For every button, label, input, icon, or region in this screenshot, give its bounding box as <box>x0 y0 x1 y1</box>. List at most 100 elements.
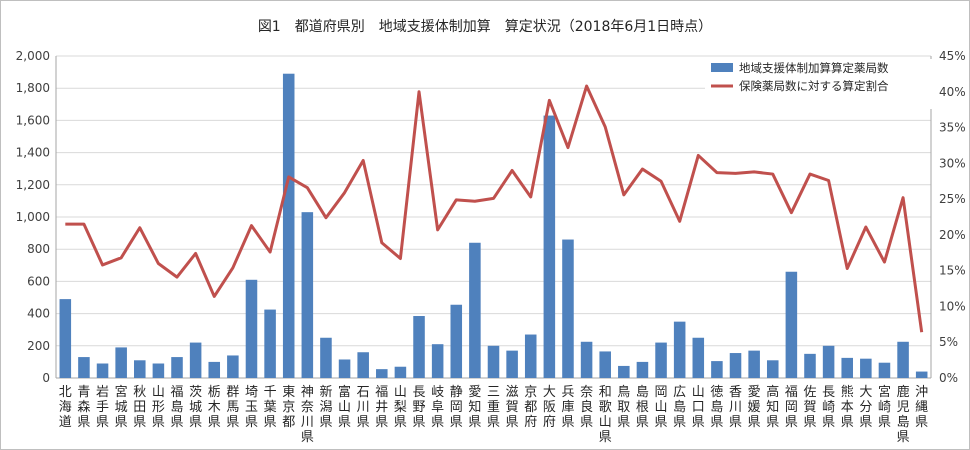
category-label: 栃木県 <box>208 385 221 430</box>
category-label: 熊本県 <box>841 384 854 430</box>
category-label: 福井県 <box>375 385 388 430</box>
bar <box>636 361 649 378</box>
legend-box <box>705 59 937 109</box>
right-tick-label: 30% <box>939 156 966 170</box>
category-label: 秋田県 <box>133 385 146 430</box>
category-label: 山形県 <box>152 385 165 430</box>
bar <box>338 359 351 378</box>
category-label: 鹿児島県 <box>897 384 910 445</box>
bar <box>915 371 928 378</box>
bar <box>282 73 295 379</box>
bar <box>78 357 90 378</box>
category-label: 長崎県 <box>822 385 835 430</box>
category-label: 大分県 <box>859 385 872 430</box>
bar <box>897 341 909 378</box>
left-tick-label: 600 <box>27 274 50 288</box>
chart-title: 図1 都道府県別 地域支援体制加算 算定状況（2018年6月1日時点） <box>258 19 712 35</box>
bar <box>264 309 276 378</box>
bar <box>804 353 816 378</box>
bar <box>562 239 574 378</box>
category-label: 三重県 <box>487 385 500 430</box>
category-label: 山口県 <box>692 385 705 430</box>
right-tick-label: 25% <box>939 192 966 206</box>
category-label: 群馬県 <box>226 385 239 430</box>
category-label: 愛媛県 <box>748 385 761 430</box>
left-tick-label: 1,600 <box>16 113 50 127</box>
right-tick-label: 10% <box>939 299 966 313</box>
category-label: 神奈川県 <box>301 385 314 445</box>
left-tick-label: 1,400 <box>16 146 50 160</box>
bar <box>96 363 109 378</box>
bar <box>469 242 481 378</box>
legend-bar-swatch <box>711 63 733 72</box>
category-label: 宮城県 <box>115 384 128 430</box>
bar <box>766 360 779 378</box>
category-label: 高知県 <box>766 384 779 430</box>
bar <box>134 360 146 378</box>
category-label: 岡山県 <box>655 385 668 430</box>
legend-line-label: 保険薬局数に対する算定割合 <box>739 79 889 93</box>
category-label: 滋賀県 <box>506 385 519 430</box>
left-tick-label: 0 <box>42 371 50 385</box>
bar <box>450 304 463 378</box>
bar <box>208 361 221 378</box>
bar <box>394 366 407 378</box>
left-tick-label: 200 <box>27 339 50 353</box>
category-label: 長野県 <box>413 385 426 430</box>
category-label: 福島県 <box>171 385 184 430</box>
category-labels: 北海道青森県岩手県宮城県秋田県山形県福島県茨城県栃木県群馬県埼玉県千葉県東京都神… <box>59 384 928 445</box>
left-tick-label: 400 <box>27 307 50 321</box>
right-tick-label: 0% <box>939 371 958 385</box>
bar <box>357 352 369 378</box>
category-label: 埼玉県 <box>245 385 258 430</box>
bar <box>524 334 537 378</box>
category-label: 宮崎県 <box>878 384 891 430</box>
right-tick-label: 20% <box>939 228 966 242</box>
bar <box>487 345 500 378</box>
right-axis-ticks: 0% 5% 10% 15% 20% 25% 30% 35% 40% 45% <box>939 49 966 385</box>
bar <box>748 350 760 378</box>
bar <box>171 357 183 378</box>
bar <box>860 358 872 378</box>
bar <box>841 357 853 378</box>
category-label: 愛知県 <box>468 385 481 430</box>
bar <box>301 212 314 378</box>
category-label: 山梨県 <box>394 385 407 430</box>
category-label: 石川県 <box>357 385 370 430</box>
ratio-line <box>65 84 924 333</box>
category-label: 青森県 <box>77 385 90 430</box>
bar <box>376 369 388 378</box>
bar <box>189 342 202 378</box>
bar <box>673 321 686 378</box>
category-label: 千葉県 <box>264 385 277 430</box>
bar <box>506 350 518 378</box>
bar <box>599 351 611 378</box>
bar <box>431 344 444 378</box>
bar <box>115 347 127 378</box>
bar <box>413 316 425 378</box>
category-label: 沖縄県 <box>915 385 928 430</box>
right-tick-label: 15% <box>939 264 966 278</box>
category-label: 富山県 <box>338 384 351 430</box>
category-label: 東京都 <box>282 384 295 430</box>
category-label: 北海道 <box>59 385 72 430</box>
bar <box>878 362 891 378</box>
category-label: 福岡県 <box>785 385 798 430</box>
left-axis-ticks: 0 200 400 600 800 1,000 1,200 1,400 1,600 1,800 2,… <box>16 49 50 385</box>
bar <box>320 337 332 378</box>
bar <box>618 365 630 378</box>
category-label: 新潟県 <box>319 384 332 430</box>
bar <box>152 363 165 378</box>
category-label: 佐賀県 <box>803 385 816 430</box>
bar <box>580 341 593 378</box>
category-label: 岩手県 <box>96 385 109 430</box>
right-tick-label: 40% <box>939 85 966 99</box>
bar <box>711 361 723 378</box>
bar <box>245 279 258 378</box>
left-tick-label: 1,200 <box>16 178 50 192</box>
right-tick-label: 5% <box>939 335 958 349</box>
right-tick-label: 35% <box>939 121 966 135</box>
bar <box>655 342 667 378</box>
